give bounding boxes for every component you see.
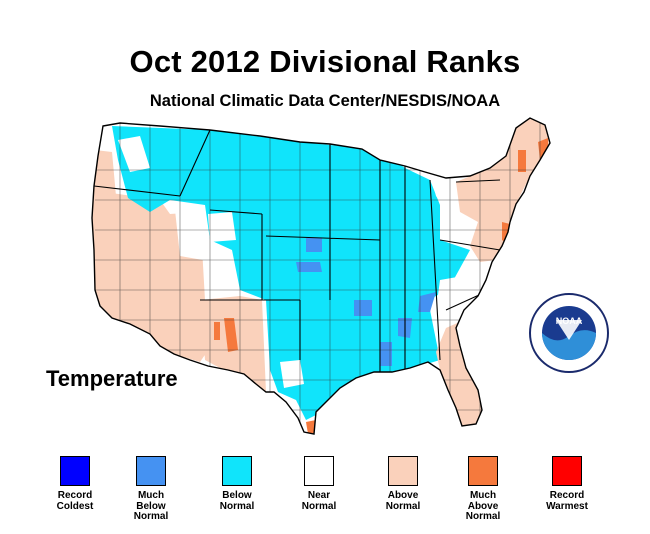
legend-label-line: Above (387, 490, 419, 501)
legend-label-line: Record (549, 490, 585, 501)
legend-label-line: Normal (465, 511, 501, 522)
legend-label-line: Normal (301, 500, 337, 512)
legend-label-line: Much (137, 490, 165, 501)
legend-swatch (222, 456, 252, 486)
map-title: Oct 2012 Divisional Ranks (129, 44, 521, 79)
legend-swatch (136, 456, 166, 486)
region-massachusetts-much-above (530, 186, 540, 194)
region-tennessee-much-below (418, 292, 436, 312)
region-vermont-much-above (518, 150, 526, 172)
legend-label: Above Normal (358, 490, 448, 512)
legend-label-line: Normal (385, 500, 421, 512)
legend-label-line: Coldest (56, 500, 94, 512)
region-northeast-above (456, 118, 550, 262)
legend-swatch (304, 456, 334, 486)
noaa-logo: NOAA (529, 293, 609, 373)
map-subtitle: National Climatic Data Center/NESDIS/NOA… (149, 92, 501, 110)
legend-label-line: Near (307, 490, 331, 501)
legend-label-line: Warmest (546, 500, 588, 512)
region-south-texas-near (280, 360, 304, 388)
region-mississippi-much-below (380, 342, 392, 366)
legend-label-line: Below (136, 500, 166, 512)
legend-label-line: Record (57, 490, 93, 501)
legend-label-line: Above (467, 500, 499, 512)
legend-label: Below Normal (192, 490, 282, 512)
region-newmexico2-much-above (214, 322, 220, 340)
region-arkansas-much-below (354, 300, 372, 316)
state-boundaries (93, 129, 501, 372)
legend-label: Record Coldest (30, 490, 120, 512)
legend-label-line: Normal (133, 511, 169, 522)
region-southeast-near (436, 272, 486, 340)
legend-label-line: Much (469, 490, 497, 501)
legend-swatch (60, 456, 90, 486)
legend-label: Much Below Normal (106, 490, 196, 523)
region-texas-coast-much-above (306, 420, 318, 434)
legend-swatch (552, 456, 582, 486)
region-wyoming-near (208, 212, 236, 242)
legend-label: Near Normal (274, 490, 364, 512)
region-pacnw-above (94, 150, 116, 196)
legend-swatch (388, 456, 418, 486)
region-kansas-much-below (296, 262, 322, 272)
region-newmexico-much-above (224, 318, 238, 352)
legend-label: Record Warmest (522, 490, 612, 512)
region-florida-above (436, 320, 482, 426)
legend-swatch (468, 456, 498, 486)
region-nebraska-much-below (306, 238, 322, 252)
region-great-basin-near (175, 210, 214, 262)
legend-label-line: Below (222, 490, 252, 501)
variable-label: Temperature (46, 366, 178, 391)
legend-label: Much Above Normal (438, 490, 528, 523)
noaa-logo-text: NOAA (556, 316, 583, 326)
legend-label-line: Normal (219, 500, 255, 512)
region-northern-rockies-near (118, 136, 150, 172)
